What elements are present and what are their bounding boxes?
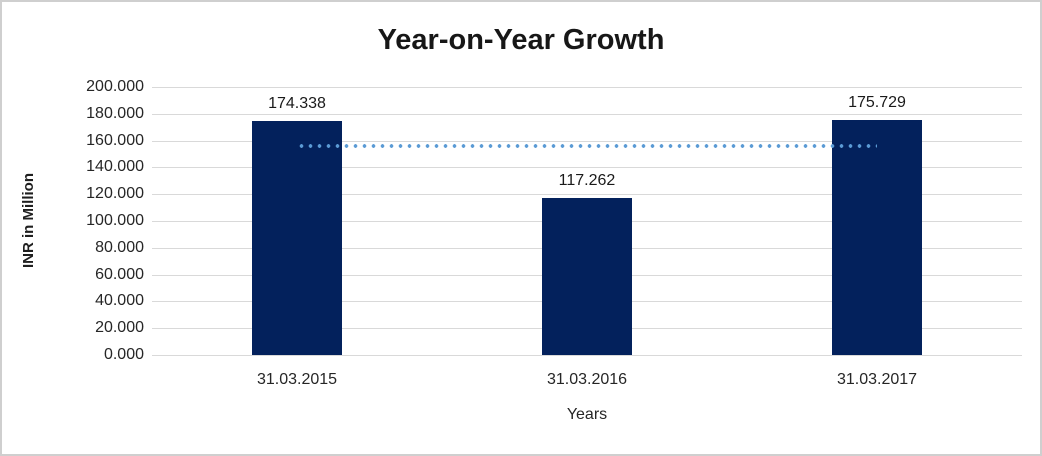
y-tick-label: 0.000 — [103, 346, 144, 363]
y-tick-label: 200.000 — [86, 78, 144, 95]
bar-value-label: 117.262 — [558, 172, 616, 189]
y-tick-label: 100.000 — [86, 212, 144, 229]
x-tick-label: 31.03.2016 — [546, 371, 628, 388]
y-axis-tick-labels: 0.000 20.000 40.000 60.000 80.000 100.000 120.… — [2, 78, 144, 363]
y-tick-label: 120.000 — [86, 185, 144, 202]
y-tick-label: 40.000 — [95, 292, 144, 309]
trendline-dotted — [297, 144, 877, 148]
gridline-200.000 — [152, 87, 1022, 88]
x-axis-tick-labels: 31.03.2015 31.03.2016 31.03.2017 — [152, 371, 1022, 391]
gridline-0.000 — [152, 355, 1022, 356]
y-tick-label: 60.000 — [95, 266, 144, 283]
y-tick-label: 180.000 — [86, 105, 144, 122]
y-tick-label: 160.000 — [86, 132, 144, 149]
y-tick-label: 140.000 — [86, 158, 144, 175]
chart-title: Year-on-Year Growth — [377, 24, 665, 56]
gridline-140.000 — [152, 167, 1022, 168]
y-tick-label: 20.000 — [95, 319, 144, 336]
gridline-120.000 — [152, 194, 1022, 195]
y-tick-label: 80.000 — [95, 239, 144, 256]
x-tick-label: 31.03.2017 — [836, 371, 918, 388]
x-tick-label: 31.03.2015 — [256, 371, 338, 388]
bar-31.03.2016 — [542, 198, 632, 355]
bar-value-label: 174.338 — [268, 95, 326, 112]
gridline-160.000 — [152, 141, 1022, 142]
gridline-180.000 — [152, 114, 1022, 115]
bar-value-label: 175.729 — [848, 94, 906, 111]
bar-31.03.2017 — [832, 120, 922, 355]
bar-31.03.2015 — [252, 121, 342, 355]
x-axis-title: Years — [566, 406, 608, 423]
plot-area: 174.338 117.262 175.729 — [152, 87, 1022, 356]
